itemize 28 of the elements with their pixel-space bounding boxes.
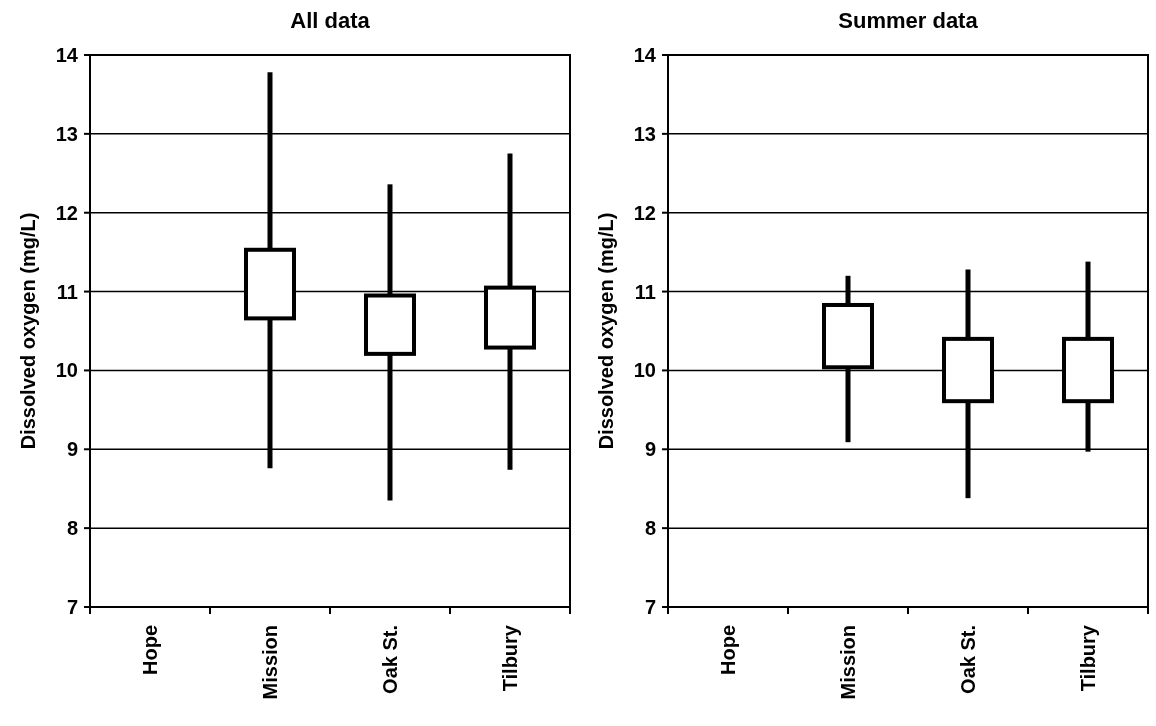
y-tick-label: 13 bbox=[55, 122, 78, 145]
chart-title: Summer data bbox=[838, 8, 979, 33]
y-tick-label: 11 bbox=[634, 280, 656, 303]
y-tick-label: 10 bbox=[633, 359, 656, 382]
chart-title: All data bbox=[290, 8, 371, 33]
x-tick-label: Mission bbox=[259, 625, 281, 700]
y-axis-title: Dissolved oxygen (mg/L) bbox=[17, 212, 39, 450]
y-tick-label: 13 bbox=[633, 122, 656, 145]
x-tick-label: Tilbury bbox=[499, 624, 521, 692]
x-tick-label: Hope bbox=[717, 625, 739, 675]
y-tick-label: 11 bbox=[56, 280, 78, 303]
x-tick-label: Mission bbox=[837, 625, 859, 700]
y-tick-label: 14 bbox=[633, 44, 657, 66]
y-axis-title: Dissolved oxygen (mg/L) bbox=[595, 212, 617, 450]
y-tick-label: 12 bbox=[633, 201, 656, 224]
y-tick-label: 8 bbox=[66, 517, 78, 540]
x-tick-label: Tilbury bbox=[1077, 624, 1099, 692]
y-tick-label: 12 bbox=[55, 201, 78, 224]
x-tick-label: Oak St. bbox=[379, 625, 401, 694]
y-tick-label: 7 bbox=[66, 596, 78, 618]
y-tick-label: 10 bbox=[55, 359, 78, 382]
y-tick-label: 8 bbox=[644, 517, 656, 540]
y-tick-label: 9 bbox=[644, 438, 656, 461]
x-tick-label: Hope bbox=[139, 625, 161, 675]
y-tick-label: 7 bbox=[644, 596, 656, 618]
y-tick-label: 9 bbox=[66, 438, 78, 461]
y-tick-label: 14 bbox=[55, 44, 79, 66]
x-tick-label: Oak St. bbox=[957, 625, 979, 694]
